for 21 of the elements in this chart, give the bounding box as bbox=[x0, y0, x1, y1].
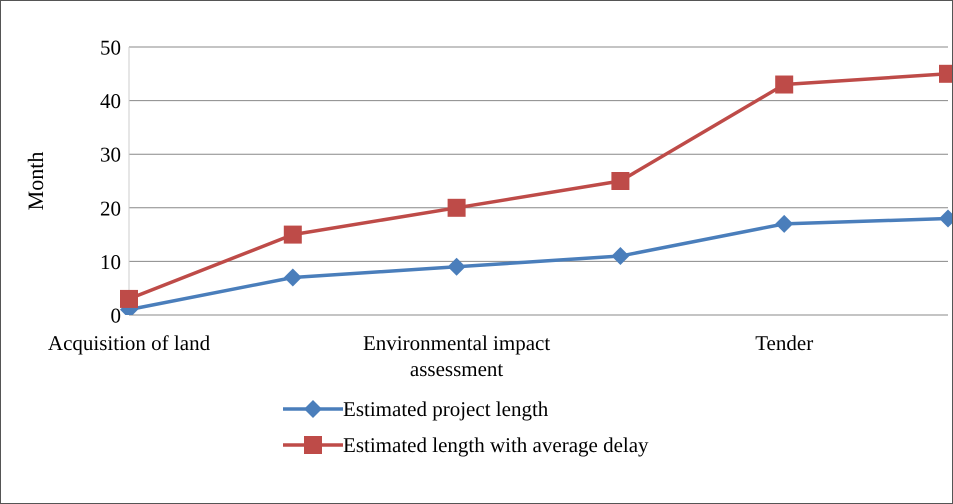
x-tick-label: Tender bbox=[755, 330, 814, 355]
point bbox=[120, 290, 138, 308]
point bbox=[611, 172, 630, 190]
point bbox=[448, 258, 466, 276]
y-tick-label: 30 bbox=[100, 142, 121, 167]
point bbox=[284, 268, 302, 286]
x-tick-label: Environmental impact assessment bbox=[363, 330, 550, 382]
y-tick-label: 0 bbox=[110, 303, 121, 328]
point bbox=[448, 198, 466, 217]
x-tick-label: Acquisition of land bbox=[48, 330, 211, 355]
legend-label: Estimated project length bbox=[343, 396, 548, 422]
point bbox=[775, 76, 794, 94]
point bbox=[284, 226, 302, 244]
point bbox=[611, 247, 630, 266]
point bbox=[775, 214, 794, 233]
y-tick-label: 50 bbox=[100, 35, 121, 60]
legend-label: Estimated length with average delay bbox=[343, 432, 649, 458]
y-tick-label: 40 bbox=[100, 89, 121, 114]
y-tick-label: 10 bbox=[100, 250, 121, 274]
y-axis-title: Month bbox=[22, 152, 48, 210]
y-tick-label: 20 bbox=[100, 196, 121, 220]
